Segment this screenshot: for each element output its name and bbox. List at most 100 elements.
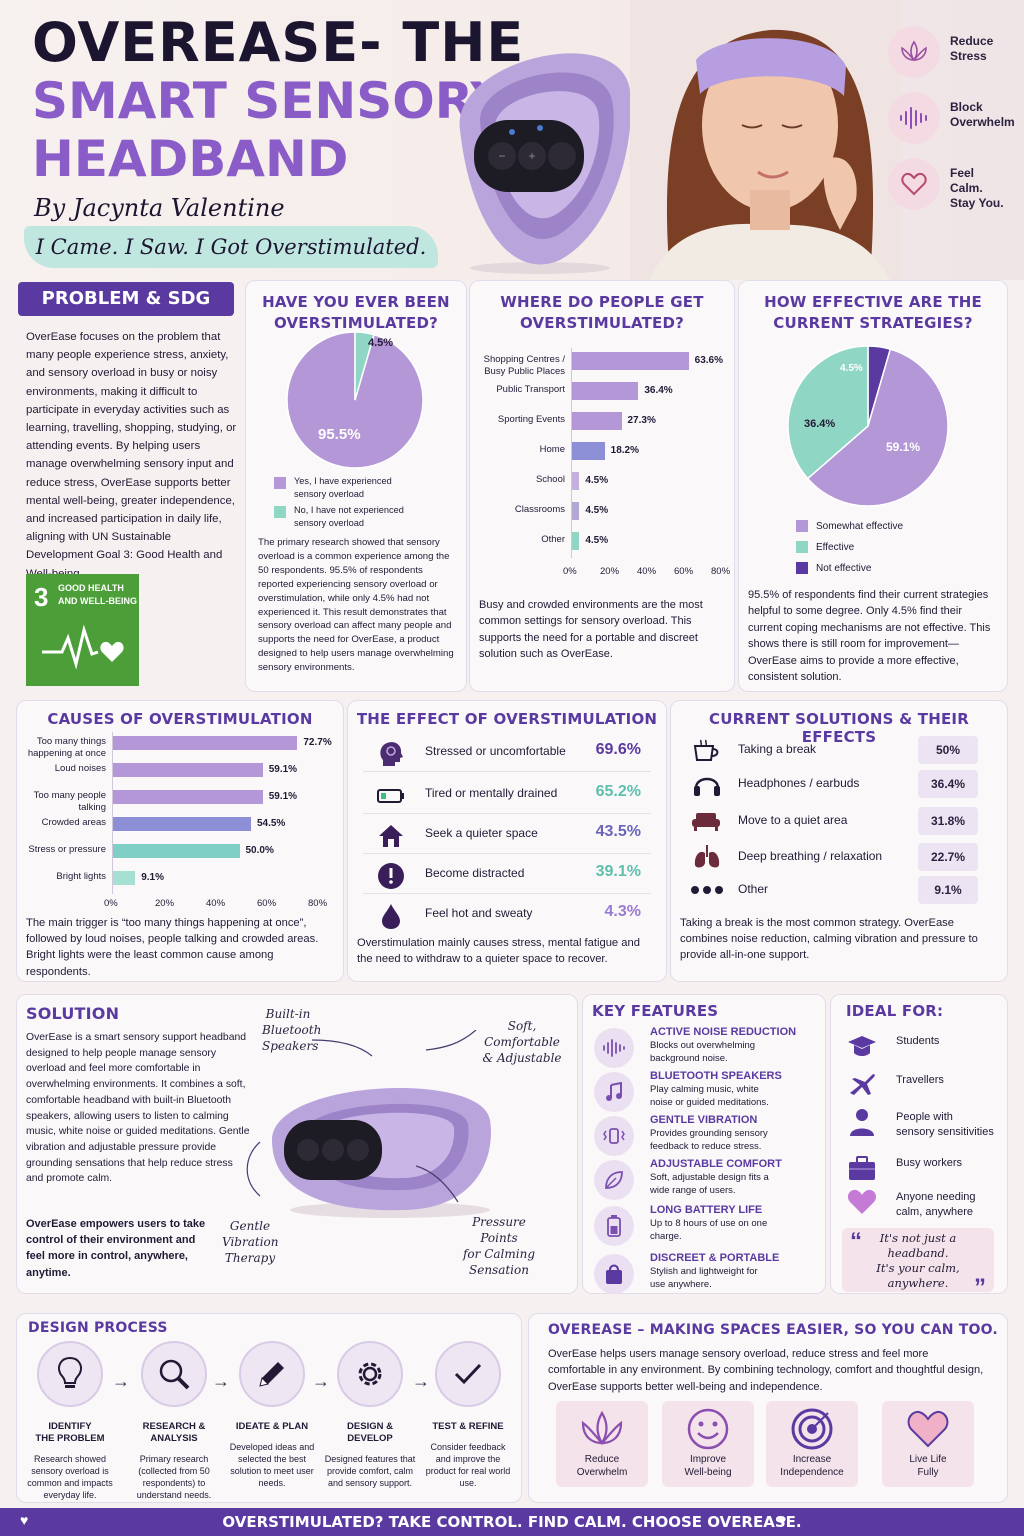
gear-icon xyxy=(337,1341,403,1407)
heading-line: WHERE DO PEOPLE GET xyxy=(500,293,704,311)
impact-label: Independence xyxy=(780,1466,844,1478)
legend-swatch-not xyxy=(796,562,808,575)
axis-tick-label: 60% xyxy=(257,898,277,909)
effect-label: Seek a quieter space xyxy=(425,826,538,840)
callout-text: Vibration xyxy=(222,1235,279,1249)
page-title-line2: SMART SENSORY xyxy=(32,72,507,130)
legend-label: sensory overload xyxy=(294,517,364,528)
bar xyxy=(112,817,251,831)
axis-tick-label: 60% xyxy=(674,566,694,577)
where-card xyxy=(469,280,735,692)
feature-item: LONG BATTERY LIFE Up to 8 hours of use o… xyxy=(594,1204,814,1250)
heading-line: OVERSTIMULATED? xyxy=(519,314,685,332)
bar xyxy=(112,844,240,858)
effects-heading: THE EFFECT OF OVERSTIMULATION xyxy=(356,710,658,728)
lightbulb-icon xyxy=(37,1341,103,1407)
bar-value-label: 63.6% xyxy=(694,355,724,366)
bar-value-label: 50.0% xyxy=(245,845,274,856)
design-step: IDENTIFY THE PROBLEM Research showed sens… xyxy=(24,1341,116,1501)
legend-swatch-yes xyxy=(274,477,286,489)
bar-value-label: 36.4% xyxy=(644,385,673,396)
heading-line: OVERSTIMULATED? xyxy=(273,314,439,332)
axis-tick-label: 40% xyxy=(637,566,657,577)
axis-tick-label: 80% xyxy=(308,898,328,909)
bar xyxy=(571,472,580,490)
solutions-list: Taking a break 50% Headphones / earbuds … xyxy=(670,732,1008,908)
effects-list: Stressed or uncomfortable 69.6% Tired or… xyxy=(347,730,667,938)
pie2-label-somewhat: 59.1% xyxy=(886,440,921,454)
callout-text: Soft, Comfortable xyxy=(484,1019,560,1049)
feature-desc: Blocks out overwhelming background noise… xyxy=(650,1040,756,1064)
where-heading: WHERE DO PEOPLE GET OVERSTIMULATED? xyxy=(469,292,735,334)
bar xyxy=(112,736,298,750)
ideal-item: Students xyxy=(846,1028,1006,1064)
causes-bar-chart: Too many things happening at once 72.7% Lo… xyxy=(28,732,332,909)
sdg-label: AND WELL-BEING xyxy=(58,596,137,606)
heading-line: HAVE YOU EVER BEEN xyxy=(262,293,450,311)
bar-row: Sporting Events 27.3% xyxy=(498,412,719,430)
quote-open-icon: “ xyxy=(850,1228,862,1255)
headphones-icon xyxy=(694,777,720,796)
footer-text: OVERSTIMULATED? TAKE CONTROL. FIND CALM.… xyxy=(222,1513,802,1531)
step-desc: Consider feedback and improve the produc… xyxy=(425,1442,511,1488)
bar-value-label: 59.1% xyxy=(268,791,298,802)
solutions-heading: CURRENT SOLUTIONS & THEIR EFFECTS xyxy=(709,710,969,746)
bar-category-label: Loud noises xyxy=(54,763,106,774)
step-title: RESEARCH & xyxy=(142,1421,206,1432)
bar-category-label: Home xyxy=(539,444,565,455)
legend-swatch-effective xyxy=(796,541,808,554)
bar-row: Classrooms 4.5% xyxy=(515,502,719,520)
solution-label: Taking a break xyxy=(738,742,817,756)
legend-label: sensory overload xyxy=(294,488,364,499)
woman-wearing-headband-image xyxy=(630,0,900,280)
step-title: THE PROBLEM xyxy=(35,1433,105,1444)
solution-label: Other xyxy=(738,882,769,896)
effect-label: Feel hot and sweaty xyxy=(425,906,533,920)
byline: By Jacynta Valentine xyxy=(34,194,285,222)
callout-text: Speakers xyxy=(262,1039,319,1053)
impact-item: Increase Independence xyxy=(766,1401,858,1487)
lotus-icon xyxy=(581,1410,623,1446)
bar xyxy=(571,442,605,460)
callout-text: Pressure Points xyxy=(472,1215,526,1245)
effective-text: 95.5% of respondents find their current … xyxy=(748,589,991,684)
solution-value: 50% xyxy=(918,736,978,764)
vibration-icon xyxy=(594,1116,634,1156)
quote-line: headband. xyxy=(887,1246,949,1260)
benefit-label: Stay You. xyxy=(950,196,1004,210)
effect-row: Seek a quieter space 43.5% xyxy=(363,814,651,854)
design-heading: DESIGN PROCESS xyxy=(28,1320,168,1336)
sdg-label: GOOD HEALTH xyxy=(58,583,124,593)
causes-heading: CAUSES OF OVERSTIMULATION xyxy=(47,710,313,728)
bar-category-label: Stress or pressure xyxy=(28,844,106,855)
design-steps: IDENTIFY THE PROBLEM Research showed sens… xyxy=(16,1313,522,1503)
feature-item: GENTLE VIBRATION Provides grounding sens… xyxy=(594,1114,814,1160)
effect-value: 43.5% xyxy=(595,823,641,840)
footer-banner: ♥ ♥ OVERSTIMULATED? TAKE CONTROL. FIND C… xyxy=(0,1508,1024,1536)
magnifier-icon xyxy=(141,1341,207,1407)
feature-title: ADJUSTABLE COMFORT xyxy=(650,1158,782,1170)
impact-label: Overwhelm xyxy=(576,1466,628,1478)
impact-label: Reduce xyxy=(584,1454,620,1465)
pie2-label-effective: 36.4% xyxy=(804,418,836,430)
heart-icon xyxy=(847,1189,877,1214)
solution-value: 36.4% xyxy=(918,770,978,798)
bar-row: Too many things happening at once 72.7% xyxy=(28,736,332,759)
bar-axis-line xyxy=(112,732,113,894)
impact-item: Improve Well-being xyxy=(662,1401,754,1487)
effect-value: 69.6% xyxy=(595,741,641,758)
impact-heading: OVEREASE – MAKING SPACES EASIER, SO YOU … xyxy=(548,1322,998,1338)
impact-text: OverEase helps users manage sensory over… xyxy=(548,1348,984,1393)
bar-value-label: 54.5% xyxy=(256,818,286,829)
ideal-label: Travellers xyxy=(896,1074,944,1086)
bar-row: Other 4.5% xyxy=(541,532,719,550)
callout-text: Gentle xyxy=(229,1219,271,1233)
pie-slice-effective xyxy=(787,345,869,480)
bar-row: Bright lights 9.1% xyxy=(56,871,316,885)
callout-text: Therapy xyxy=(224,1251,276,1265)
bar-category-label: Too many things happening at once xyxy=(27,736,106,759)
where-text: Busy and crowded environments are the mo… xyxy=(479,599,703,661)
step-title: TEST & REFINE xyxy=(432,1421,504,1432)
solution-value: 9.1% xyxy=(918,876,978,904)
effect-label: Tired or mentally drained xyxy=(425,786,558,800)
